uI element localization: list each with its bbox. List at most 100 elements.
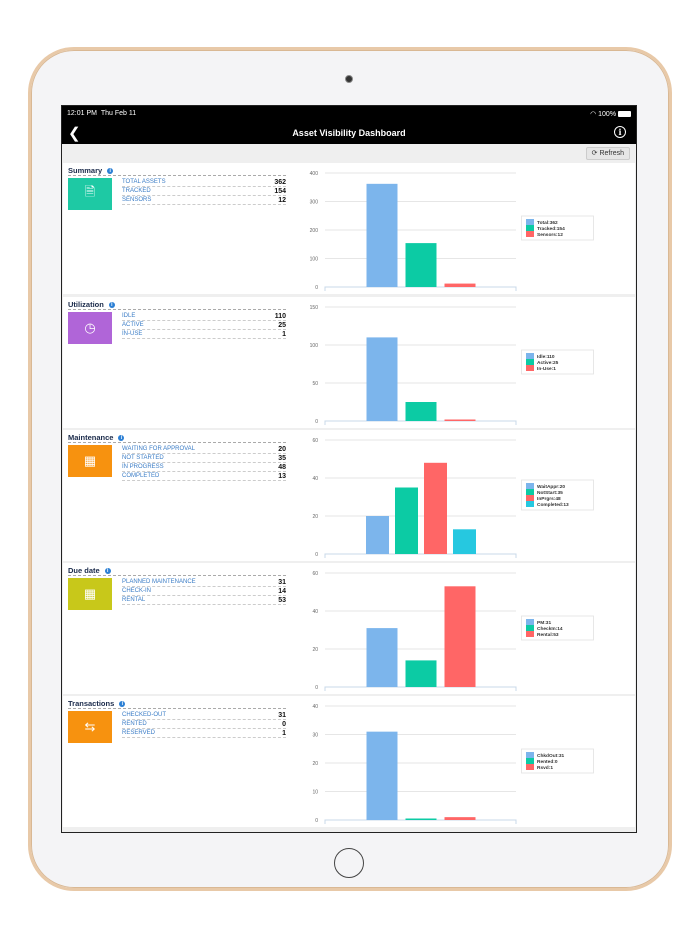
metric-value: 53 [278,597,286,604]
metric-row[interactable]: PLANNED MAINTENANCE 31 [122,578,286,587]
bar-idle[interactable] [366,337,398,421]
y-tick-label: 50 [312,381,318,387]
y-tick-label: 400 [310,171,319,177]
metric-label[interactable]: ACTIVE [122,322,144,328]
metric-row[interactable]: COMPLETED 13 [122,472,286,481]
refresh-button[interactable]: ⟳ Refresh [585,147,630,160]
metric-row[interactable]: IDLE 110 [122,312,286,321]
legend-label: CheckIn:14 [537,626,563,632]
bar-rental[interactable] [444,586,476,687]
metric-value: 13 [278,473,286,480]
bar-rented[interactable] [405,818,437,821]
chevron-left-icon[interactable]: ❮ [68,125,81,142]
info-icon[interactable]: i [119,701,126,707]
bar-notstart[interactable] [395,487,418,555]
metric-label[interactable]: NOT STARTED [122,455,164,461]
metric-label[interactable]: CHECK-IN [122,588,152,594]
divider [68,575,286,576]
legend-label: In-Use:1 [537,366,556,372]
wifi-icon: ◠ [590,110,597,118]
y-tick-label: 0 [315,685,318,691]
metric-row[interactable]: IN PROGRESS 48 [122,463,286,472]
bar-chart: 0 20 40 60 WaitAppr:20NotStart:35InPrgrs:48C… [312,438,594,558]
legend-swatch [526,752,534,758]
bar-completed[interactable] [453,529,476,554]
y-tick-label: 40 [312,476,318,482]
metric-label[interactable]: IN PROGRESS [122,464,164,470]
legend-label: PM:31 [537,620,551,626]
legend-swatch [526,359,534,365]
metric-list: CHECKED-OUT 31 RENTED 0 RESERVED 1 [122,711,286,738]
section-title: Utilization i [68,300,115,309]
info-icon[interactable]: i [107,168,114,174]
metric-row[interactable]: TOTAL ASSETS 362 [122,178,286,187]
y-tick-label: 20 [312,647,318,653]
bar-inprgrs[interactable] [424,462,447,554]
metric-row[interactable]: CHECK-IN 14 [122,587,286,596]
metric-label[interactable]: PLANNED MAINTENANCE [122,579,196,585]
legend-label: Rental:53 [537,632,559,638]
x-axis [324,819,517,824]
y-tick-label: 0 [315,552,318,558]
home-button[interactable] [334,848,364,878]
status-time: 12:01 PM [67,110,97,117]
metric-label[interactable]: SENSORS [122,197,152,203]
legend-label: InPrgrs:48 [537,496,561,502]
bar-active[interactable] [405,402,437,421]
page-title: Asset Visibility Dashboard [292,127,406,138]
metric-row[interactable]: WAITING FOR APPROVAL 20 [122,445,286,454]
metric-row[interactable]: NOT STARTED 35 [122,454,286,463]
clock-icon: ◷ [68,312,112,344]
metric-row[interactable]: SENSORS 12 [122,196,286,205]
bar-waitappr[interactable] [366,516,389,554]
info-icon[interactable]: i [118,435,125,441]
legend-label: Completed:13 [537,502,569,508]
info-icon[interactable]: i [108,302,115,308]
metric-label[interactable]: RESERVED [122,730,155,736]
info-icon[interactable]: i [614,126,626,138]
metric-row[interactable]: IN-USE 1 [122,330,286,339]
metric-value: 1 [282,730,286,737]
x-axis [324,420,517,425]
metric-label[interactable]: COMPLETED [122,473,160,479]
metric-row[interactable]: RESERVED 1 [122,729,286,738]
calendar-icon: ▦ [68,445,112,477]
metric-row[interactable]: CHECKED-OUT 31 [122,711,286,720]
metric-label[interactable]: TRACKED [122,188,151,194]
bar-sensors[interactable] [444,283,476,287]
metric-label[interactable]: RENTAL [122,597,146,603]
bar-total[interactable] [366,183,398,287]
metric-label[interactable]: WAITING FOR APPROVAL [122,446,196,452]
metric-label[interactable]: CHECKED-OUT [122,712,167,718]
metric-row[interactable]: ACTIVE 25 [122,321,286,330]
bar-rsvd[interactable] [444,817,476,820]
metric-value: 12 [278,197,286,204]
metric-row[interactable]: TRACKED 154 [122,187,286,196]
app-screen: 12:01 PM Thu Feb 11 ◠ 100% ❮ Asset Visib… [61,105,637,833]
bar-checkin[interactable] [405,660,437,687]
section-transactions: Transactions i ⇆ CHECKED-OUT 31 RENTED 0 RESE… [63,696,635,827]
bar-pm[interactable] [366,628,398,687]
x-axis [324,686,517,691]
metric-label[interactable]: TOTAL ASSETS [122,179,166,185]
metric-row[interactable]: RENTED 0 [122,720,286,729]
y-tick-label: 30 [312,733,318,739]
y-tick-label: 100 [310,257,319,263]
legend-swatch [526,501,534,507]
metric-value: 110 [274,313,286,320]
metric-row[interactable]: RENTAL 53 [122,596,286,605]
y-tick-label: 20 [312,761,318,767]
metric-label[interactable]: IN-USE [122,331,143,337]
metric-label[interactable]: RENTED [122,721,147,727]
legend-swatch [526,219,534,225]
info-icon[interactable]: i [104,568,111,574]
bar-tracked[interactable] [405,243,437,287]
bar-chkdout[interactable] [366,731,398,820]
bar-in-use[interactable] [444,419,476,422]
metric-list: WAITING FOR APPROVAL 20 NOT STARTED 35 IN PR… [122,445,286,481]
status-bar: 12:01 PM Thu Feb 11 ◠ 100% [62,106,636,121]
legend-swatch [526,758,534,764]
metric-label[interactable]: IDLE [122,313,136,319]
